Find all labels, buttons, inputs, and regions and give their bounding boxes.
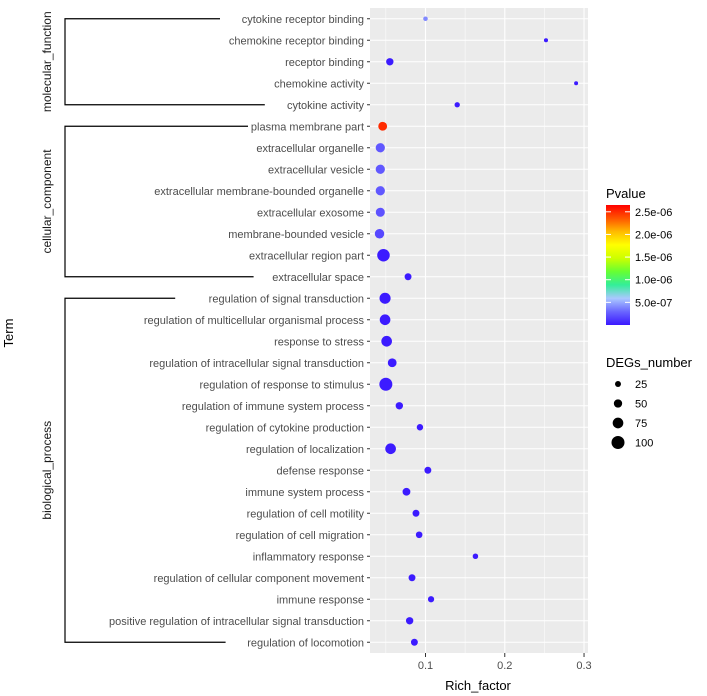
y-tick-label: membrane-bounded vesicle [228,229,364,241]
y-tick-label: extracellular exosome [257,207,364,219]
colorbar-label: 2.0e-06 [635,229,672,241]
data-point [374,229,385,239]
y-tick-label: regulation of intracellular signal trans… [149,358,364,370]
group-brackets: molecular_function cellular_componentbiol… [40,11,265,643]
data-point [416,424,424,431]
grid-lines [370,8,588,653]
colorbar-label: 5.0e-07 [635,297,672,309]
y-tick-label: regulation of cell migration [236,530,364,542]
degs-legend-title: DEGs_number [606,355,693,370]
colorbar-label: 2.5e-06 [635,207,672,219]
y-tick-label: regulation of multicellular organismal p… [144,315,365,327]
group-bracket [64,125,254,278]
data-point [381,335,392,347]
pvalue-legend-ticks: 5.0e-07 1.0e-06 1.5e-06 2.0e-06 2.5e-06 [606,207,672,309]
size-legend-label: 25 [635,379,647,391]
data-point [375,207,385,217]
y-tick-label: regulation of response to stimulus [200,379,365,391]
y-tick-label: regulation of cellular component movemen… [154,573,364,585]
size-legend-label: 50 [635,399,647,411]
x-tick-label: 0.3 [576,660,591,672]
y-tick-label: regulation of locomotion [247,637,364,649]
size-legend-label: 100 [635,438,653,450]
degs-legend: DEGs_number 25 50 75 100 [606,355,693,450]
y-tick-label: response to stress [274,336,364,348]
y-tick-label: regulation of immune system process [182,401,365,413]
y-tick-label: extracellular organelle [256,143,364,155]
data-point [375,164,385,174]
y-tick-label: regulation of signal transduction [209,293,364,305]
y-tick-label: chemokine receptor binding [229,35,364,47]
y-tick-label: extracellular region part [249,250,364,262]
y-tick-label: defense response [277,465,364,477]
data-point [404,273,412,281]
data-point [375,186,385,196]
size-legend-dot [611,436,625,449]
group-label: biological_process [40,421,54,520]
data-point [543,38,549,43]
y-tick-labels: cytokine receptor binding chemokine recep… [109,14,370,649]
data-point [379,377,393,391]
y-tick-label: inflammatory response [253,551,364,563]
y-tick-label: plasma membrane part [251,121,364,133]
data-point [427,596,435,603]
data-point [405,617,414,625]
y-tick-label: cytokine activity [287,100,365,112]
data-point [377,248,390,262]
data-point [423,16,428,22]
group-label: molecular_function [40,11,54,112]
data-point [410,638,418,646]
y-tick-label: extracellular vesicle [268,164,364,176]
y-tick-label: immune system process [245,487,364,499]
data-point [375,143,385,153]
data-point [415,531,423,539]
y-tick-label: regulation of cytokine production [206,422,364,434]
y-tick-label: receptor binding [285,57,364,69]
data-point [378,121,388,131]
y-tick-label: cytokine receptor binding [242,14,364,26]
x-tick-label: 0.2 [497,660,512,672]
size-legend-dot [612,417,624,429]
pvalue-colorbar [606,205,630,325]
group-bracket [64,297,226,643]
x-axis: 0.1 0.2 0.3 [418,653,592,672]
colorbar-label: 1.5e-06 [635,252,672,264]
data-point [424,466,432,474]
pvalue-legend: Pvalue 5.0e-07 1.0e-06 1.5e-06 2.0e-06 2.5e-… [606,186,672,325]
y-tick-label: chemokine activity [274,78,364,90]
data-point [385,443,396,455]
size-legend-dot [615,381,621,387]
y-tick-label: extracellular membrane-bounded organelle [154,186,364,198]
degs-legend-items: 25 50 75 100 [611,379,653,450]
colorbar-label: 1.0e-06 [635,275,672,287]
size-legend-dot [613,399,623,408]
data-points [374,16,579,646]
y-tick-label: positive regulation of intracellular sig… [109,616,364,628]
data-point [379,314,391,326]
y-tick-label: extracellular space [272,272,364,284]
size-legend-label: 75 [635,418,647,430]
plot-panel [370,8,588,653]
data-point [379,292,391,304]
y-tick-label: regulation of cell motility [247,508,365,520]
x-axis-title: Rich_factor [445,678,511,693]
data-point [395,402,404,410]
group-label: cellular_component [40,149,54,254]
data-point [472,553,479,559]
data-point [387,358,397,368]
group-bracket [64,18,265,106]
data-point [412,509,420,517]
data-point [408,574,416,582]
y-axis-title: Term [1,319,16,348]
data-point [386,58,394,66]
data-point [574,81,579,86]
data-point [454,102,460,108]
y-tick-label: immune response [277,594,364,606]
y-tick-label: regulation of localization [246,444,364,456]
x-tick-label: 0.1 [418,660,433,672]
pvalue-legend-title: Pvalue [606,186,646,201]
data-point [402,487,411,496]
